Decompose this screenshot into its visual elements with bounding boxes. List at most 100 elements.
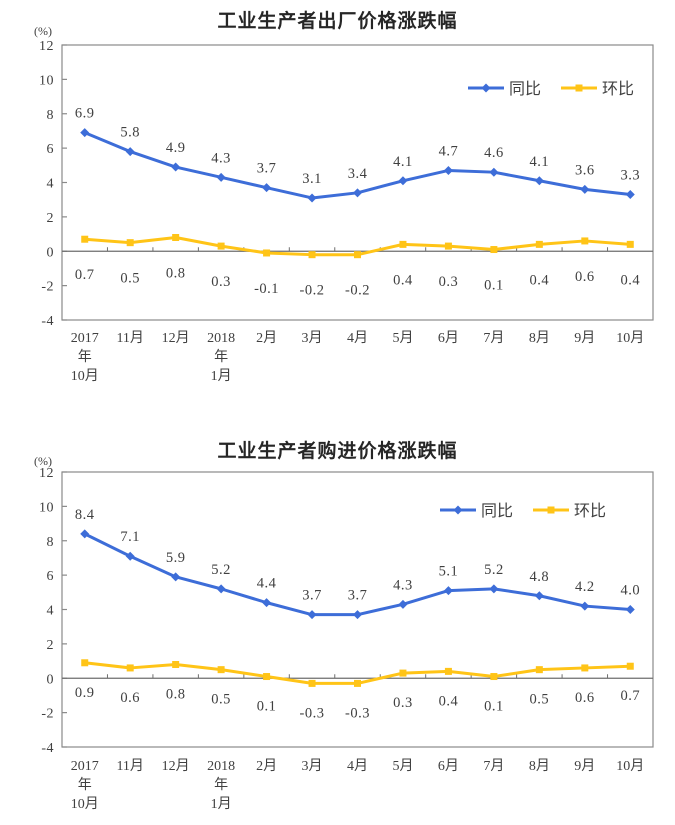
data-label: -0.2 xyxy=(345,283,370,299)
x-category-label: 年 xyxy=(214,777,228,793)
x-category-label: 12月 xyxy=(162,330,190,346)
marker-square xyxy=(581,237,589,245)
marker-square xyxy=(263,673,271,681)
series-mom-labels: 0.7 0.5 0.8 0.3 -0.1 -0.2 -0.2 0.4 0.3 0.1 0.4 0.6 0… xyxy=(75,266,640,299)
marker-diamond xyxy=(125,551,135,561)
y-tick-label: 10 xyxy=(39,73,54,88)
ppi-factory-plot: -4 -2 0 2 4 6 8 10 12 2017 年 10月 11月 12月 2018 年 1月 2月 3月 4月… xyxy=(39,39,654,384)
x-axis-labels: 2017 年 10月 11月 12月 2018 年 1月 2月 3月 4月 5月 6月 7月 8月 9月 10月 xyxy=(71,330,645,384)
y-tick-label: -2 xyxy=(41,280,54,295)
plot-area-border xyxy=(61,44,654,321)
marker-square xyxy=(626,240,634,248)
marker-diamond xyxy=(353,610,362,620)
marker-square xyxy=(399,669,407,677)
x-category-label: 10月 xyxy=(71,368,99,384)
marker-diamond xyxy=(216,584,226,594)
legend: 同比 环比 xyxy=(440,502,606,520)
y-tick-label: -4 xyxy=(41,741,54,756)
x-category-label: 3月 xyxy=(302,330,323,346)
x-category-label: 7月 xyxy=(483,330,504,346)
data-label: 8.4 xyxy=(75,507,95,523)
series-yoy-labels: 8.4 7.1 5.9 5.2 4.4 3.7 3.7 4.3 5.1 5.2 4.8 4.2 4.0 xyxy=(75,507,640,604)
x-category-label: 9月 xyxy=(574,758,595,774)
marker-diamond xyxy=(262,598,272,608)
marker-diamond xyxy=(443,165,453,175)
legend-label: 同比 xyxy=(481,502,513,520)
marker-diamond xyxy=(580,184,590,194)
data-label: 0.4 xyxy=(620,272,640,288)
y-axis-unit-label: (%) xyxy=(34,454,52,468)
marker-diamond xyxy=(443,586,453,596)
y-axis-unit-label: (%) xyxy=(34,24,52,38)
series-yoy-markers xyxy=(80,128,635,203)
x-category-label: 6月 xyxy=(438,758,459,774)
x-category-label: 4月 xyxy=(347,330,368,346)
x-category-label: 11月 xyxy=(116,758,143,774)
marker-square xyxy=(444,242,452,250)
data-label: 0.1 xyxy=(484,278,504,294)
marker-diamond xyxy=(625,605,635,614)
marker-square xyxy=(172,234,180,241)
data-label: 0.4 xyxy=(530,272,550,288)
chart-ppi-factory: 工业生产者出厂价格涨跌幅 (%) -4 -2 0 2 4 6 8 10 12 2017 年 10月 11… xyxy=(0,0,675,400)
data-label: 6.9 xyxy=(75,106,95,122)
data-label: 4.6 xyxy=(484,145,504,161)
marker-square xyxy=(308,679,316,687)
marker-diamond xyxy=(534,591,544,601)
marker-square xyxy=(126,239,134,247)
x-category-label: 8月 xyxy=(529,758,550,774)
marker-diamond xyxy=(489,584,499,594)
data-label: 0.3 xyxy=(393,695,413,711)
marker-square xyxy=(490,246,498,254)
x-category-label: 10月 xyxy=(71,796,99,812)
marker-diamond xyxy=(307,610,317,620)
data-label: 0.8 xyxy=(166,687,186,703)
x-category-label: 2018 xyxy=(207,759,235,774)
y-tick-label: -4 xyxy=(41,314,54,329)
data-label: 5.9 xyxy=(166,550,186,566)
marker-square xyxy=(581,664,589,672)
data-label: 5.1 xyxy=(439,564,459,580)
marker-square xyxy=(263,249,271,257)
data-label: 0.5 xyxy=(120,271,140,287)
data-label: 0.6 xyxy=(575,269,595,285)
y-tick-label: 2 xyxy=(47,211,55,226)
data-label: 4.1 xyxy=(530,154,550,170)
y-tick-label: 6 xyxy=(47,569,55,584)
data-label: -0.3 xyxy=(300,705,325,721)
marker-diamond xyxy=(398,176,408,186)
x-axis-labels: 2017 年 10月 11月 12月 2018 年 1月 2月 3月 4月 5月 6月 7月 8月 9月 10月 xyxy=(71,758,645,812)
marker-diamond xyxy=(307,193,317,203)
data-label: 0.5 xyxy=(530,692,550,708)
data-label: 0.7 xyxy=(620,688,640,704)
marker-diamond xyxy=(171,162,181,172)
marker-square xyxy=(354,251,361,259)
x-category-label: 1月 xyxy=(211,796,232,812)
marker-diamond xyxy=(80,128,90,138)
x-axis xyxy=(62,674,653,679)
marker-square xyxy=(217,242,225,250)
y-tick-label: 4 xyxy=(47,177,55,192)
data-label: -0.2 xyxy=(300,283,325,299)
x-category-label: 4月 xyxy=(347,758,368,774)
legend: 同比 环比 xyxy=(468,80,634,98)
data-label: 5.2 xyxy=(211,562,231,578)
chart-title: 工业生产者出厂价格涨跌幅 xyxy=(217,11,458,32)
marker-diamond xyxy=(353,188,362,198)
series-yoy-labels: 6.9 5.8 4.9 4.3 3.7 3.1 3.4 4.1 4.7 4.6 4.1 3.6 3.3 xyxy=(75,106,640,187)
data-label: -0.1 xyxy=(254,281,279,297)
x-category-label: 年 xyxy=(78,777,92,793)
x-category-label: 8月 xyxy=(529,330,550,346)
data-label: 0.4 xyxy=(439,693,459,709)
x-category-label: 5月 xyxy=(392,758,413,774)
x-category-label: 10月 xyxy=(616,330,644,346)
marker-diamond xyxy=(489,167,499,177)
marker-square xyxy=(354,679,361,687)
legend-marker xyxy=(547,506,555,514)
x-category-label: 1月 xyxy=(211,368,232,384)
data-label: 0.1 xyxy=(257,699,277,715)
y-tick-label: -2 xyxy=(41,707,54,722)
data-label: 3.1 xyxy=(302,171,322,187)
series-yoy: 6.9 5.8 4.9 4.3 3.7 3.1 3.4 4.1 4.7 4.6 4.1 3.6 3.3 xyxy=(75,106,640,203)
